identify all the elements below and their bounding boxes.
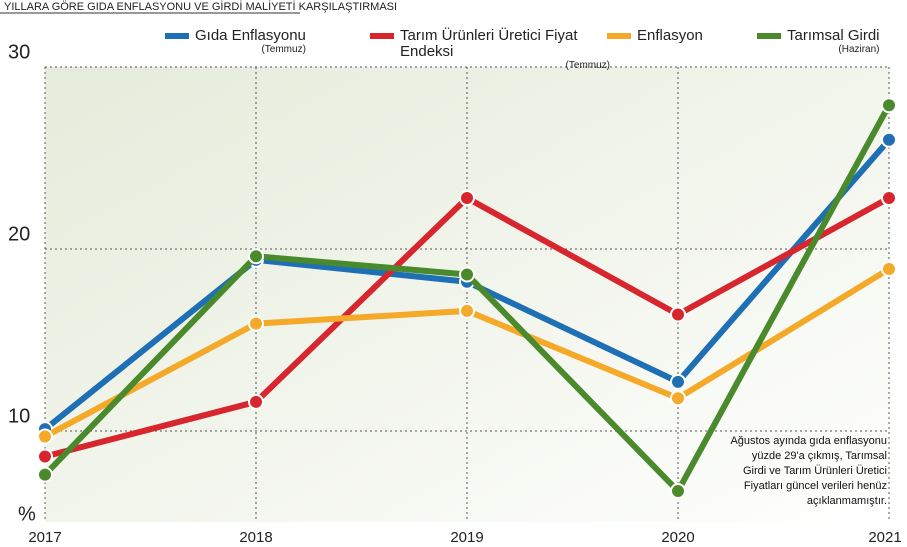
legend-sublabel: (Temmuz) (565, 60, 610, 71)
data-point (248, 393, 264, 410)
x-tick-label: 2018 (239, 529, 272, 546)
legend-label: Tarımsal Girdi (787, 27, 880, 44)
x-tick-label: 2017 (28, 529, 61, 546)
legend-text: Tarımsal Girdi (Haziran) (787, 28, 880, 56)
data-point (881, 190, 897, 207)
x-tick-label: 2019 (450, 529, 483, 546)
data-point (881, 261, 897, 278)
legend-swatch (165, 33, 189, 39)
legend-item: Tarımsal Girdi (Haziran) (757, 28, 880, 56)
data-point (670, 306, 686, 323)
data-point (459, 266, 475, 283)
legend-label: Enflasyon (637, 27, 703, 44)
data-point (37, 428, 53, 445)
data-point (670, 390, 686, 407)
legend-label: Gıda Enflasyonu (195, 27, 306, 44)
data-point (37, 466, 53, 483)
y-tick-label: 20 (8, 223, 30, 245)
chart-title: YILLARA GÖRE GIDA ENFLASYONU VE GİRDİ MA… (4, 0, 397, 13)
legend-item: Enflasyon (607, 28, 703, 44)
legend-item: Gıda Enflasyonu (Temmuz) (165, 28, 306, 56)
data-point (459, 190, 475, 207)
legend-sublabel: (Temmuz) (261, 44, 306, 55)
legend-text: Gıda Enflasyonu (Temmuz) (195, 28, 306, 56)
x-tick-label: 2021 (868, 529, 901, 546)
y-tick-label: 10 (8, 405, 30, 427)
annotation: Ağustos ayında gıda enflasyonu yüzde 29'… (730, 435, 887, 507)
data-point (881, 131, 897, 148)
y-tick-label: 30 (8, 41, 30, 63)
data-point (459, 302, 475, 319)
data-point (670, 373, 686, 390)
legend-text: Enflasyon (637, 28, 703, 44)
data-point (670, 483, 686, 500)
data-point (881, 97, 897, 114)
legend-text: Tarım Ürünleri Üretici Fiyat Endeksi (Tem… (400, 28, 610, 72)
data-point (248, 248, 264, 265)
legend-label: Tarım Ürünleri Üretici Fiyat Endeksi (400, 27, 578, 60)
data-point (248, 315, 264, 332)
legend-sublabel: (Haziran) (838, 44, 880, 55)
legend-swatch (757, 33, 781, 39)
x-tick-label: 2020 (661, 529, 694, 546)
legend-swatch (370, 33, 394, 39)
legend-swatch (607, 33, 631, 39)
data-point (37, 448, 53, 465)
legend-item: Tarım Ürünleri Üretici Fiyat Endeksi (Tem… (370, 28, 610, 72)
y-axis-label: % (18, 503, 36, 525)
